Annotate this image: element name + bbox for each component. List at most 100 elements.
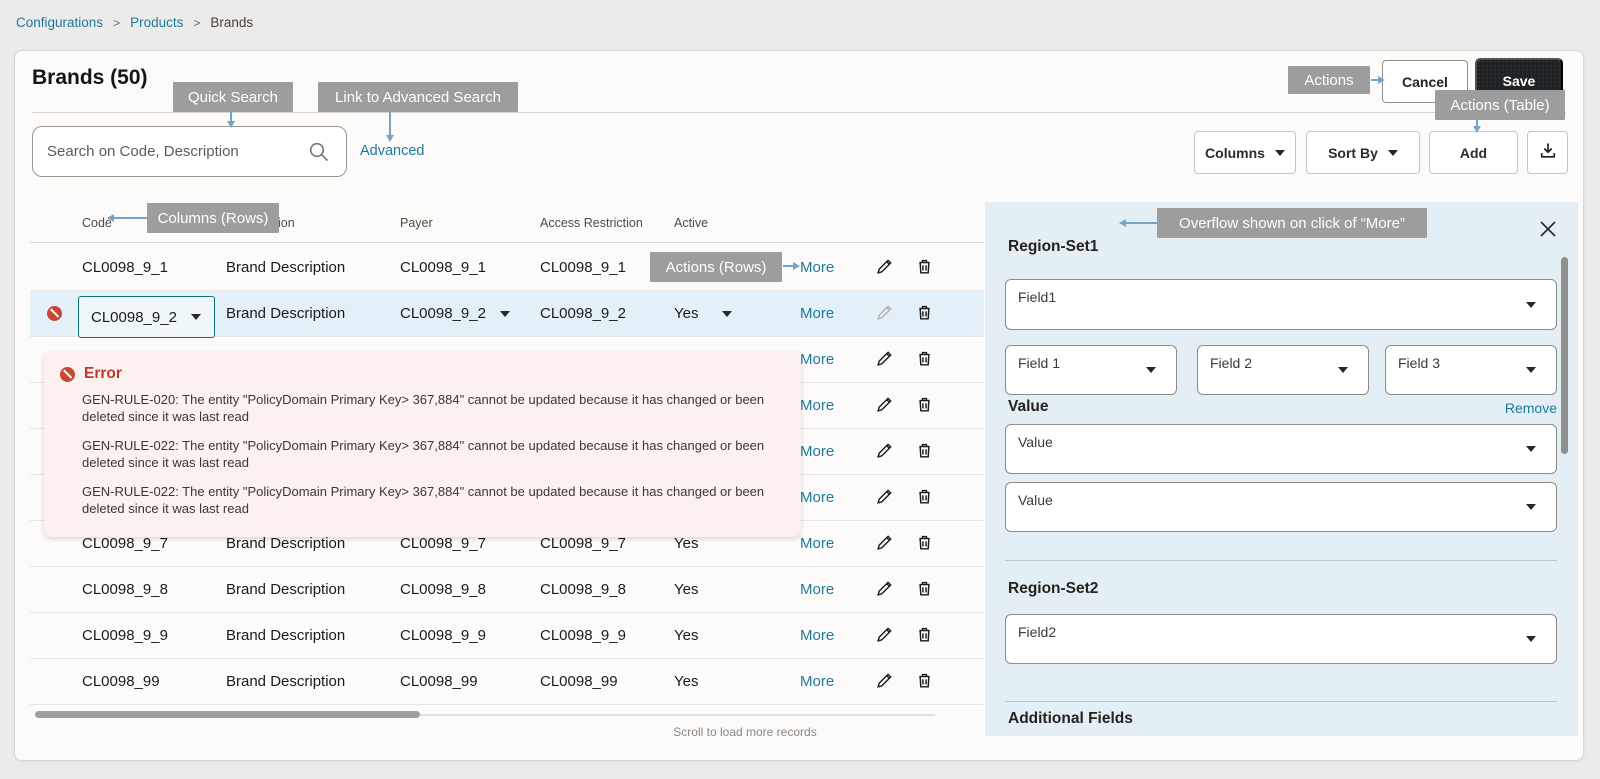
column-header-payer[interactable]: Payer bbox=[400, 215, 433, 230]
edit-button[interactable] bbox=[875, 441, 894, 463]
cell-payer: CL0098_99 bbox=[400, 673, 478, 690]
more-link[interactable]: More bbox=[800, 489, 835, 506]
cell-description: Brand Description bbox=[226, 673, 346, 690]
chevron-down-icon bbox=[1526, 301, 1536, 308]
search-icon bbox=[308, 141, 330, 168]
add-button[interactable]: Add bbox=[1429, 131, 1518, 174]
pencil-icon bbox=[875, 579, 894, 601]
columns-button[interactable]: Columns bbox=[1194, 131, 1296, 174]
breadcrumb-products[interactable]: Products bbox=[130, 15, 184, 30]
trash-icon bbox=[915, 579, 934, 601]
cell-access: CL0098_9_8 bbox=[540, 581, 626, 598]
chevron-down-icon bbox=[1526, 636, 1536, 642]
cell-payer: CL0098_9_9 bbox=[400, 627, 486, 644]
column-header-access-restriction[interactable]: Access Restriction bbox=[540, 215, 643, 230]
value-dropdown-1[interactable]: Value bbox=[1005, 424, 1557, 474]
table-row[interactable]: CL0098_9_9 Brand Description CL0098_9_9 … bbox=[30, 613, 984, 659]
edit-button[interactable] bbox=[875, 671, 894, 693]
more-link[interactable]: More bbox=[800, 673, 835, 690]
delete-button[interactable] bbox=[915, 579, 934, 601]
panel-vertical-scrollbar[interactable] bbox=[1561, 257, 1568, 454]
error-icon bbox=[60, 366, 75, 382]
annotation-label: Link to Advanced Search bbox=[318, 82, 518, 112]
cell-code: CL0098_9_1 bbox=[82, 259, 168, 276]
column-header-code[interactable]: Code bbox=[82, 215, 112, 230]
cell-payer-dropdown[interactable]: CL0098_9_2 bbox=[396, 305, 536, 322]
cell-description: Brand Description bbox=[226, 259, 346, 276]
dropdown-value: Field 2 bbox=[1210, 355, 1253, 371]
more-link[interactable]: More bbox=[800, 305, 835, 322]
sort-by-button-label: Sort By bbox=[1328, 144, 1378, 161]
cell-payer-value: CL0098_9_2 bbox=[400, 305, 486, 322]
edit-button[interactable] bbox=[875, 395, 894, 417]
delete-button[interactable] bbox=[915, 395, 934, 417]
overflow-panel: Region-Set1 Field1 Field 1 Field 2 Field… bbox=[985, 202, 1578, 736]
chevron-down-icon bbox=[1338, 367, 1348, 373]
dropdown-value: Value bbox=[1018, 492, 1053, 508]
region-set1-field1-dropdown[interactable]: Field1 bbox=[1005, 279, 1557, 330]
more-link[interactable]: More bbox=[800, 627, 835, 644]
table-row[interactable]: CL0098_9_1 Brand Description CL0098_9_1 … bbox=[30, 245, 984, 291]
code-edit-combobox[interactable]: CL0098_9_2 bbox=[78, 296, 215, 338]
column-header-description[interactable]: ion bbox=[278, 215, 295, 230]
edit-button[interactable] bbox=[875, 349, 894, 371]
trash-icon bbox=[915, 349, 934, 371]
pencil-icon bbox=[875, 625, 894, 647]
more-link[interactable]: More bbox=[800, 443, 835, 460]
close-button[interactable] bbox=[1538, 220, 1558, 240]
region-set2-field2-dropdown[interactable]: Field2 bbox=[1005, 614, 1557, 664]
edit-button-disabled[interactable] bbox=[875, 303, 894, 325]
table-row-selected[interactable]: Brand Description CL0098_9_2 CL0098_9_2 … bbox=[30, 291, 984, 337]
more-link[interactable]: More bbox=[800, 259, 835, 276]
more-link[interactable]: More bbox=[800, 535, 835, 552]
edit-button[interactable] bbox=[875, 625, 894, 647]
delete-button[interactable] bbox=[915, 349, 934, 371]
cell-payer: CL0098_9_1 bbox=[400, 259, 486, 276]
edit-button[interactable] bbox=[875, 487, 894, 509]
error-overlay: Error GEN-RULE-020: The entity "PolicyDo… bbox=[44, 351, 801, 537]
cell-description: Brand Description bbox=[226, 535, 346, 552]
delete-button[interactable] bbox=[915, 533, 934, 555]
remove-link[interactable]: Remove bbox=[1504, 400, 1557, 416]
more-link[interactable]: More bbox=[800, 581, 835, 598]
edit-button[interactable] bbox=[875, 579, 894, 601]
cell-active-dropdown[interactable]: Yes bbox=[670, 305, 800, 322]
delete-button[interactable] bbox=[915, 487, 934, 509]
additional-fields-title: Additional Fields bbox=[1008, 710, 1133, 727]
delete-button[interactable] bbox=[915, 671, 934, 693]
table-header: Code ion Payer Access Restriction Active bbox=[30, 203, 984, 243]
table-row[interactable]: CL0098_99 Brand Description CL0098_99 CL… bbox=[30, 659, 984, 705]
value-dropdown-2[interactable]: Value bbox=[1005, 482, 1557, 532]
advanced-search-link[interactable]: Advanced bbox=[360, 143, 425, 159]
dropdown-value: Field 3 bbox=[1398, 355, 1441, 371]
sort-by-button[interactable]: Sort By bbox=[1306, 131, 1420, 174]
edit-button[interactable] bbox=[875, 257, 894, 279]
breadcrumb-configurations[interactable]: Configurations bbox=[16, 15, 104, 30]
chevron-down-icon bbox=[1387, 149, 1398, 156]
horizontal-scrollbar-thumb[interactable] bbox=[35, 711, 420, 718]
delete-button[interactable] bbox=[915, 441, 934, 463]
dropdown-value: Field2 bbox=[1018, 624, 1057, 640]
region-set1-sub-field2-dropdown[interactable]: Field 2 bbox=[1197, 345, 1369, 395]
scroll-hint: Scroll to load more records bbox=[673, 725, 817, 739]
edit-button[interactable] bbox=[875, 533, 894, 555]
pencil-icon bbox=[875, 349, 894, 371]
chevron-down-icon bbox=[1274, 149, 1285, 156]
columns-button-label: Columns bbox=[1205, 144, 1265, 161]
more-link[interactable]: More bbox=[800, 397, 835, 414]
trash-icon bbox=[915, 257, 934, 279]
table-row[interactable]: CL0098_9_8 Brand Description CL0098_9_8 … bbox=[30, 567, 984, 613]
delete-button[interactable] bbox=[915, 625, 934, 647]
region-set1-sub-field3-dropdown[interactable]: Field 3 bbox=[1385, 345, 1557, 395]
region-set1-sub-field1-dropdown[interactable]: Field 1 bbox=[1005, 345, 1177, 395]
search-input[interactable] bbox=[47, 127, 307, 176]
pencil-icon bbox=[875, 487, 894, 509]
column-header-active[interactable]: Active bbox=[674, 215, 709, 230]
cell-access: CL0098_9_1 bbox=[540, 259, 626, 276]
download-button[interactable] bbox=[1527, 131, 1568, 174]
delete-button[interactable] bbox=[915, 257, 934, 279]
cell-active: Yes bbox=[674, 673, 699, 690]
delete-button[interactable] bbox=[915, 303, 934, 325]
cancel-button[interactable]: Cancel bbox=[1382, 60, 1468, 103]
more-link[interactable]: More bbox=[800, 351, 835, 368]
